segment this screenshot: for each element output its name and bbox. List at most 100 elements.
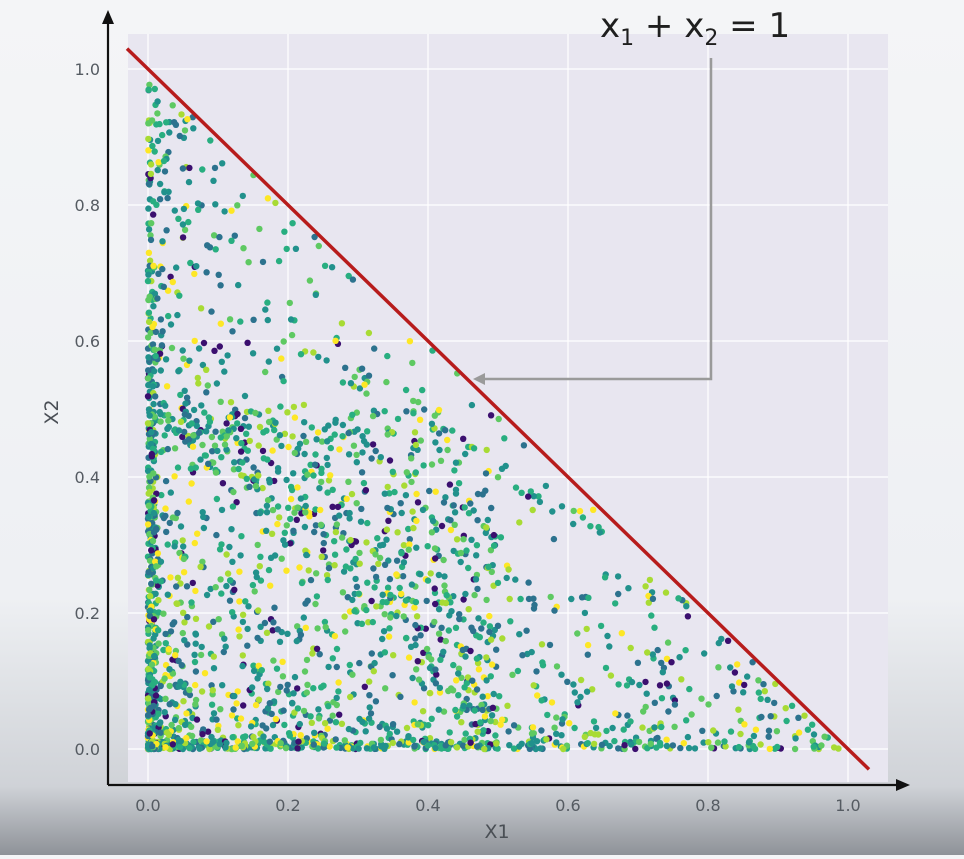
scatter-point <box>357 518 365 525</box>
scatter-point <box>256 225 263 233</box>
scatter-point <box>302 438 310 445</box>
scatter-point <box>179 433 186 441</box>
scatter-point <box>243 475 250 482</box>
scatter-point <box>444 446 451 454</box>
scatter-point <box>145 86 152 93</box>
scatter-point <box>165 731 173 739</box>
scatter-point <box>538 697 545 704</box>
scatter-point <box>686 685 693 693</box>
scatter-point <box>167 574 174 581</box>
scatter-point <box>190 406 198 414</box>
scatter-point <box>306 277 314 284</box>
scatter-point <box>431 545 439 552</box>
scatter-point <box>436 689 444 696</box>
scatter-point <box>321 426 328 433</box>
y-axis-label: X2 <box>41 399 63 424</box>
scatter-point <box>219 160 226 167</box>
scatter-point <box>162 505 169 512</box>
scatter-point <box>217 706 224 713</box>
scatter-point <box>331 632 339 640</box>
scatter-point <box>213 495 221 503</box>
scatter-point <box>313 645 321 652</box>
scatter-point <box>698 695 705 702</box>
scatter-point <box>492 732 499 739</box>
scatter-point <box>338 534 346 541</box>
scatter-point <box>710 727 717 734</box>
scatter-point <box>259 447 267 455</box>
scatter-point <box>287 316 295 323</box>
scatter-point <box>595 523 602 531</box>
scatter-point <box>176 132 183 140</box>
scatter-point <box>381 649 389 656</box>
scatter-point <box>285 504 292 511</box>
scatter-point <box>328 264 336 271</box>
scatter-point <box>161 432 168 439</box>
scatter-point <box>151 85 158 93</box>
scatter-point <box>180 205 188 213</box>
scatter-point <box>363 745 371 752</box>
scatter-point <box>255 472 262 479</box>
scatter-point <box>145 318 153 326</box>
scatter-point <box>246 437 253 445</box>
scatter-point <box>460 702 467 710</box>
scatter-point <box>553 739 560 746</box>
scatter-point <box>735 743 743 751</box>
scatter-point <box>234 738 241 745</box>
scatter-point <box>156 180 164 188</box>
scatter-point <box>663 680 671 687</box>
scatter-point <box>664 639 672 646</box>
scatter-point <box>271 426 278 434</box>
scatter-point <box>216 740 224 748</box>
scatter-point <box>457 549 465 557</box>
scatter-point <box>312 522 320 529</box>
scatter-point <box>699 727 706 734</box>
scatter-point <box>435 406 443 414</box>
scatter-point <box>215 616 222 623</box>
scatter-point <box>277 683 284 691</box>
scatter-point <box>162 640 169 647</box>
scatter-point <box>459 646 466 654</box>
scatter-point <box>323 572 331 579</box>
scatter-point <box>367 710 375 717</box>
scatter-point <box>272 199 279 207</box>
scatter-point <box>148 428 155 436</box>
scatter-point <box>525 493 532 500</box>
scatter-point <box>774 743 781 751</box>
scatter-point <box>658 723 665 731</box>
scatter-point <box>192 615 200 622</box>
scatter-point <box>243 430 250 437</box>
scatter-point <box>239 652 246 659</box>
scatter-point <box>151 652 158 660</box>
scatter-point <box>177 418 185 425</box>
scatter-point <box>144 375 152 382</box>
scatter-point <box>370 668 377 675</box>
scatter-point <box>639 724 646 731</box>
scatter-point <box>203 428 210 435</box>
scatter-point <box>506 742 513 749</box>
scatter-point <box>170 119 178 126</box>
scatter-point <box>636 681 643 689</box>
scatter-point <box>301 450 308 458</box>
scatter-point <box>283 567 290 574</box>
scatter-point <box>163 383 171 390</box>
scatter-point <box>387 614 394 621</box>
scatter-point <box>212 201 219 208</box>
scatter-point <box>181 127 189 134</box>
scatter-point <box>413 517 420 524</box>
scatter-point <box>358 469 366 476</box>
scatter-point <box>654 734 661 742</box>
scatter-point <box>428 529 436 536</box>
scatter-point <box>460 435 467 442</box>
scatter-point <box>219 480 227 487</box>
scatter-point <box>321 740 328 747</box>
scatter-point <box>145 626 152 634</box>
scatter-point <box>527 488 534 495</box>
scatter-point <box>184 116 191 123</box>
scatter-point <box>191 651 198 658</box>
scatter-point <box>144 467 152 475</box>
scatter-point <box>372 551 379 558</box>
scatter-point <box>589 686 596 693</box>
scatter-point <box>480 727 487 734</box>
scatter-point <box>669 742 677 749</box>
scatter-point <box>248 684 256 691</box>
